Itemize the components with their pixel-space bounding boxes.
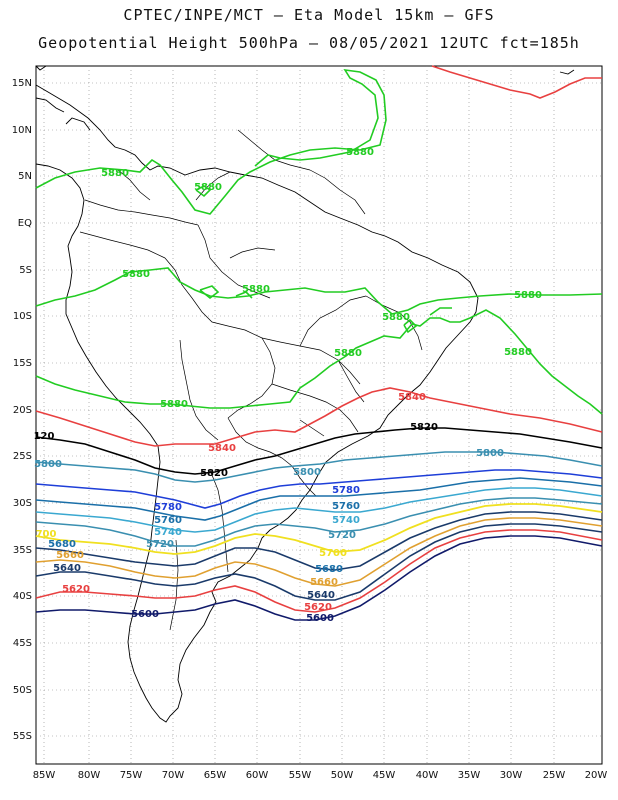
- contour-label: 5720: [146, 539, 174, 550]
- contour-5820: [35, 427, 603, 475]
- lat-label: 10N: [12, 125, 32, 136]
- contour-label: 5620: [62, 584, 90, 595]
- lat-label: 10S: [13, 311, 32, 322]
- contour-label: 5760: [154, 515, 182, 526]
- lon-label: 50W: [331, 770, 354, 781]
- contour-label: 5800: [293, 467, 321, 478]
- contour-label: 5880: [242, 284, 270, 295]
- lat-label: 45S: [13, 638, 32, 649]
- contour-5780: [35, 469, 603, 509]
- lat-label: 5N: [18, 171, 32, 182]
- lon-label: 75W: [120, 770, 143, 781]
- contour-label: 5820: [200, 468, 228, 479]
- contour-5760: [35, 477, 603, 521]
- lon-label: 85W: [33, 770, 56, 781]
- contour-5720: [35, 497, 603, 547]
- lat-label: 15N: [12, 78, 32, 89]
- lon-label: 40W: [416, 770, 439, 781]
- lat-label: 30S: [13, 498, 32, 509]
- contour-labels: 5880 5880 5880 5880 5880 5880 5880 5880 …: [34, 147, 542, 624]
- coastline: [35, 65, 575, 723]
- contour-label: 5660: [56, 550, 84, 561]
- lon-labels: 85W 80W 75W 70W 65W 60W 55W 50W 45W 40W …: [33, 770, 608, 781]
- contour-label: 5820: [410, 422, 438, 433]
- contour-label: 5660: [310, 577, 338, 588]
- title-line-1: CPTEC/INPE/MCT – Eta Model 15km – GFS: [123, 6, 495, 24]
- lon-label: 65W: [204, 770, 227, 781]
- contour-label: 5680: [48, 539, 76, 550]
- contour-label: 5740: [332, 515, 360, 526]
- contour-label: 700: [36, 529, 57, 540]
- title-line-2: Geopotential Height 500hPa – 08/05/2021 …: [38, 34, 580, 52]
- lon-label: 60W: [246, 770, 269, 781]
- lat-label: 5S: [19, 265, 32, 276]
- contour-5880: [35, 68, 603, 415]
- contour-label: 5640: [53, 563, 81, 574]
- lon-label: 25W: [543, 770, 566, 781]
- lat-label: 25S: [13, 451, 32, 462]
- lon-label: 70W: [162, 770, 185, 781]
- contour-label: 5780: [332, 485, 360, 496]
- contour-5620: [35, 529, 603, 613]
- contour-label: 5700: [319, 548, 347, 559]
- lat-label: EQ: [18, 218, 32, 229]
- contour-5600: [35, 535, 603, 621]
- contour-label: 5760: [332, 501, 360, 512]
- contour-5700: [35, 503, 603, 555]
- contour-label: 5880: [382, 312, 410, 323]
- contour-label: 5880: [346, 147, 374, 158]
- contour-5740: [35, 487, 603, 533]
- contour-label: 5880: [194, 182, 222, 193]
- contour-label: 5880: [160, 399, 188, 410]
- contour-label: 5880: [122, 269, 150, 280]
- plot-frame: [35, 65, 603, 765]
- contour-5640: [35, 523, 603, 601]
- contour-5680: [35, 511, 603, 571]
- contour-label: 5780: [154, 502, 182, 513]
- contour-label: 5880: [514, 290, 542, 301]
- contour-5840-north: [431, 65, 602, 99]
- contour-label: 5800: [476, 448, 504, 459]
- lon-label: 20W: [585, 770, 608, 781]
- contour-label: 5600: [131, 609, 159, 620]
- contour-label: 5880: [101, 168, 129, 179]
- contour-5840: [35, 387, 603, 447]
- grid-lines: [36, 66, 602, 764]
- lat-label: 50S: [13, 685, 32, 696]
- lat-label: 35S: [13, 545, 32, 556]
- contour-label: 5640: [307, 590, 335, 601]
- lat-label: 15S: [13, 358, 32, 369]
- contour-label: 5880: [334, 348, 362, 359]
- lon-label: 80W: [78, 770, 101, 781]
- contour-label: 5740: [154, 527, 182, 538]
- contour-label: 5680: [315, 564, 343, 575]
- lon-label: 30W: [500, 770, 523, 781]
- lat-label: 20S: [13, 405, 32, 416]
- contour-label: 5800: [34, 459, 62, 470]
- contour-label: 5840: [208, 443, 236, 454]
- lat-labels: 15N 10N 5N EQ 5S 10S 15S 20S 25S 30S 35S…: [12, 78, 32, 742]
- contour-label: 120: [34, 431, 55, 442]
- contour-label: 5600: [306, 613, 334, 624]
- contour-label: 5880: [504, 347, 532, 358]
- contour-5660: [35, 517, 603, 587]
- lon-label: 35W: [458, 770, 481, 781]
- lon-label: 45W: [373, 770, 396, 781]
- lon-label: 55W: [289, 770, 312, 781]
- contour-label: 5720: [328, 530, 356, 541]
- lat-label: 40S: [13, 591, 32, 602]
- contour-5800: [35, 451, 603, 483]
- contour-label: 5620: [304, 602, 332, 613]
- lat-label: 55S: [13, 731, 32, 742]
- contour-label: 5840: [398, 392, 426, 403]
